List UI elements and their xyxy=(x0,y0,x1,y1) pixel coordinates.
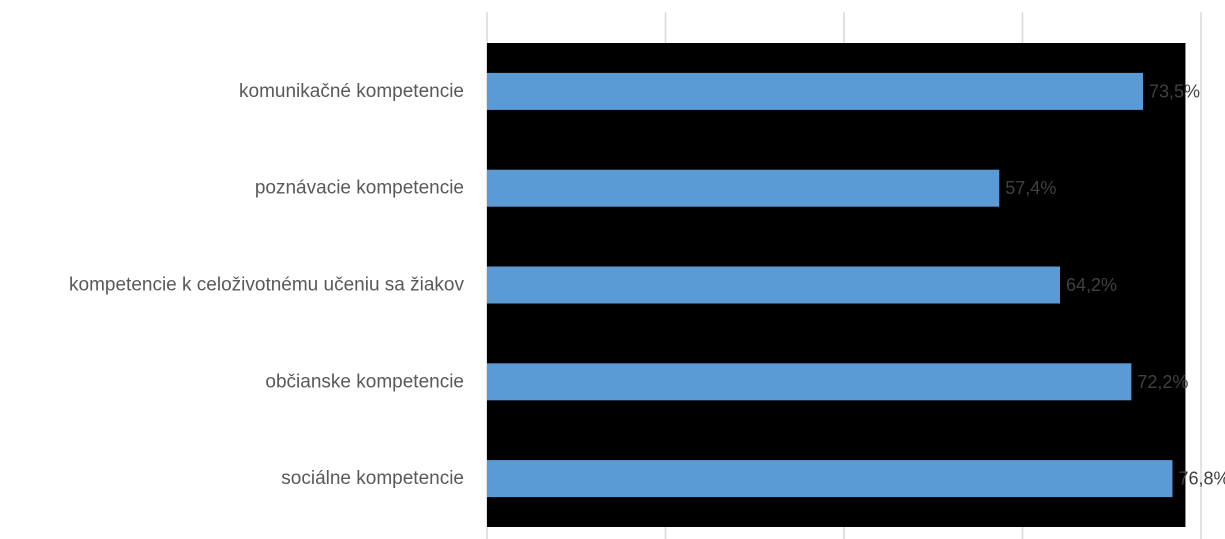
bar xyxy=(487,266,1060,304)
bars xyxy=(487,72,1173,498)
category-label: sociálne kompetencie xyxy=(281,468,464,489)
bar xyxy=(487,363,1132,401)
data-label: 72,2% xyxy=(1137,372,1188,392)
category-label: kompetencie k celoživotnému učeniu sa ži… xyxy=(69,275,464,296)
category-label: poznávacie kompetencie xyxy=(255,178,464,199)
category-label: komunikačné kompetencie xyxy=(239,81,464,102)
bar xyxy=(487,460,1173,498)
category-labels: komunikačné kompetencie poznávacie kompet… xyxy=(69,81,464,489)
data-labels: 73,5% 57,4% 64,2% 72,2% 76,8% xyxy=(1005,81,1225,488)
bar xyxy=(487,169,1000,207)
data-label: 57,4% xyxy=(1005,178,1056,198)
category-label: občianske kompetencie xyxy=(265,371,464,392)
data-label: 73,5% xyxy=(1149,81,1200,101)
data-label: 76,8% xyxy=(1178,469,1225,489)
data-label: 64,2% xyxy=(1066,275,1117,295)
bar xyxy=(487,72,1143,110)
